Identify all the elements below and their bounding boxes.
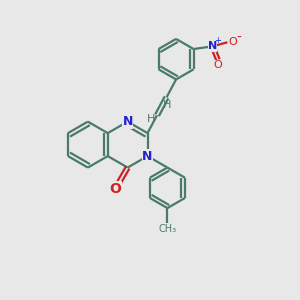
Text: N: N [122, 115, 133, 128]
Text: +: + [214, 36, 221, 45]
Text: O: O [228, 37, 237, 47]
Text: N: N [208, 41, 217, 51]
Text: O: O [214, 60, 222, 70]
Text: N: N [142, 150, 153, 163]
Text: H: H [163, 100, 171, 110]
Text: -: - [236, 30, 241, 44]
Text: H: H [146, 114, 155, 124]
Text: O: O [110, 182, 122, 196]
Text: CH₃: CH₃ [158, 224, 176, 234]
